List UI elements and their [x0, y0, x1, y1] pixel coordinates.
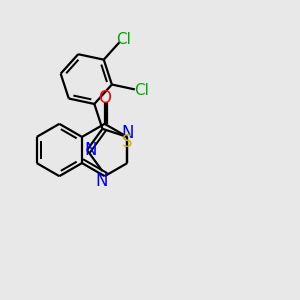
Text: S: S	[122, 133, 133, 151]
Text: O: O	[98, 89, 111, 107]
Text: N: N	[95, 172, 108, 190]
Text: Cl: Cl	[116, 32, 131, 47]
Text: Cl: Cl	[134, 82, 149, 98]
Text: N: N	[85, 141, 97, 159]
Text: N: N	[122, 124, 134, 142]
